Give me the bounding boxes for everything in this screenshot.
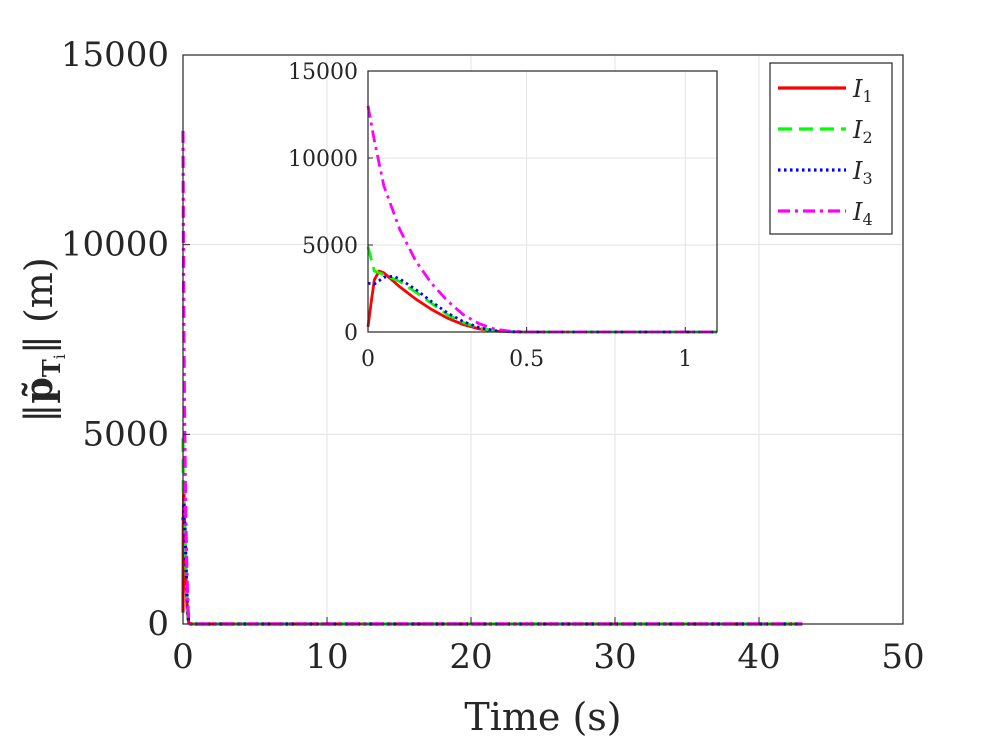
main-series-group: [181, 130, 803, 626]
legend-label: I1: [852, 75, 873, 106]
main-xtick-label: 20: [449, 637, 492, 677]
inset-ytick-label: 15000: [288, 60, 358, 85]
inset-ticks: 0 0.5 1 0 5000 10000 15000: [288, 60, 692, 372]
main-series-I3: [181, 501, 803, 626]
main-ytick-label: 5000: [82, 414, 169, 454]
main-ylabel: ‖p̃Ti‖ (m): [16, 257, 69, 422]
inset-ytick-label: 0: [344, 321, 358, 346]
inset-plot-area: [368, 71, 717, 332]
inset-xtick-label: 0.5: [509, 347, 544, 372]
legend-entries: I1 I2 I3 I4: [778, 75, 873, 229]
legend-label: I4: [852, 198, 873, 229]
main-xtick-label: 40: [737, 637, 780, 677]
legend: I1 I2 I3 I4: [769, 62, 893, 235]
inset-ytick-label: 10000: [288, 147, 358, 172]
inset-axes-box: [367, 70, 718, 333]
main-ylabel-text: ‖p̃Ti‖ (m): [16, 257, 69, 422]
main-ytick-label: 0: [147, 604, 169, 644]
main-xlabel: Time (s): [464, 695, 621, 739]
main-xtick-label: 10: [305, 637, 348, 677]
main-xtick-label: 0: [172, 637, 194, 677]
main-xtick-label: 30: [593, 637, 636, 677]
inset-xtick-label: 1: [678, 347, 692, 372]
main-ytick-label: 10000: [61, 225, 169, 265]
inset-ytick-label: 5000: [302, 234, 358, 259]
main-axes-box: [182, 54, 904, 625]
inset-xtick-label: 0: [361, 347, 375, 372]
main-ytick-label: 15000: [61, 35, 169, 75]
main-xtick-label: 50: [881, 637, 924, 677]
inset-series-I4: [366, 105, 717, 334]
legend-label: I2: [852, 116, 873, 147]
main-series-I4: [181, 130, 803, 626]
inset-axes: 0 0.5 1 0 5000 10000 15000: [288, 60, 718, 372]
legend-box: [769, 62, 893, 235]
legend-label: I3: [852, 157, 873, 188]
